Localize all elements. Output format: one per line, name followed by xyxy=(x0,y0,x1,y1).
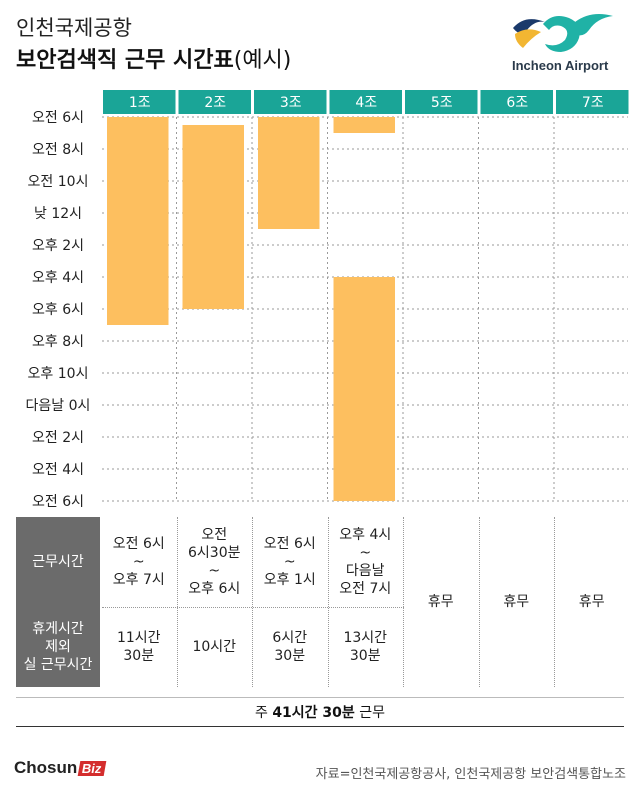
table-column-separator xyxy=(327,517,329,687)
table-column-separator xyxy=(176,517,178,687)
team-header-label: 5조 xyxy=(431,95,453,111)
title-main: 보안검색직 근무 시간표 xyxy=(16,48,234,73)
y-tick-label: 오전 4시 xyxy=(32,462,84,478)
table-column-separator xyxy=(403,517,404,687)
logo-text: Incheon Airport xyxy=(512,58,609,73)
team-header-4 xyxy=(329,90,402,114)
y-tick-label: 오전 2시 xyxy=(32,430,84,446)
team-header-2 xyxy=(178,90,251,114)
y-tick-label: 오후 10시 xyxy=(28,366,89,382)
title-line1: 인천국제공항 xyxy=(16,16,132,40)
shift-bar-team-4-seg-2 xyxy=(333,277,395,501)
shift-bar-team-3-seg-1 xyxy=(258,117,320,229)
shift-bar-team-4-seg-1 xyxy=(333,117,395,133)
rest-day-cell-6: 휴무 xyxy=(503,594,530,610)
y-tick-label: 오후 6시 xyxy=(32,302,84,318)
logo-swoosh-teal xyxy=(543,16,580,52)
table-column-separator xyxy=(252,517,253,687)
team-header-label: 1조 xyxy=(129,95,151,111)
shift-bar-team-2-seg-1 xyxy=(182,125,244,309)
y-tick-label: 오후 2시 xyxy=(32,238,84,254)
y-tick-label: 오후 4시 xyxy=(32,270,84,286)
shift-bar-team-1-seg-1 xyxy=(107,117,169,325)
brand-logo: Chosun Biz xyxy=(14,758,107,778)
brand-main: Chosun xyxy=(14,758,78,777)
y-tick-label: 오전 6시 xyxy=(32,494,84,510)
rest-day-cell-5: 휴무 xyxy=(427,594,454,610)
table-column-separator xyxy=(554,517,555,687)
brand-biz: Biz xyxy=(77,761,107,776)
y-tick-label: 오전 10시 xyxy=(28,174,89,190)
total-value: 41시간 30분 xyxy=(272,705,355,721)
total-suffix: 근무 xyxy=(354,705,386,721)
actual-hours-cell-3: 6시간 30분 xyxy=(272,630,308,664)
y-tick-label: 오후 8시 xyxy=(32,334,84,350)
chart-title: 보안검색직 근무 시간표(예시) xyxy=(16,42,291,74)
work-time-cell-4: 오후 4시 ~ 다음날 오전 7시 xyxy=(339,527,392,597)
y-tick-label: 다음날 0시 xyxy=(26,398,91,414)
row-label-actual-hours: 휴게시간 제외 실 근무시간 xyxy=(16,607,100,687)
team-header-3 xyxy=(254,90,327,114)
total-prefix: 주 xyxy=(254,705,273,721)
team-header-5 xyxy=(405,90,478,114)
team-header-label: 3조 xyxy=(280,95,302,111)
actual-hours-cell-2: 10시간 xyxy=(192,639,237,655)
work-time-cell-2: 오전 6시30분 ~ 오후 6시 xyxy=(188,527,241,597)
work-time-cell-1: 오전 6시 ~ 오후 7시 xyxy=(112,536,165,588)
team-header-6 xyxy=(480,90,553,114)
incheon-airport-logo xyxy=(513,14,613,52)
actual-hours-cell-4: 13시간 30분 xyxy=(343,630,388,664)
shift-table: 근무시간 휴게시간 제외 실 근무시간 오전 6시 ~ 오후 7시 11시간 30… xyxy=(16,517,624,723)
work-time-cell-3: 오전 6시 ~ 오후 1시 xyxy=(263,536,316,588)
row-label-work-time: 근무시간 xyxy=(16,517,100,607)
weekly-total: 주 41시간 30분 근무 xyxy=(16,697,624,727)
team-header-label: 6조 xyxy=(506,95,528,111)
rest-day-cell-7: 휴무 xyxy=(578,594,605,610)
title-suffix: (예시) xyxy=(233,48,292,73)
y-tick-label: 오전 6시 xyxy=(32,110,84,126)
team-header-label: 7조 xyxy=(582,95,604,111)
team-header-label: 2조 xyxy=(204,95,226,111)
team-header-label: 4조 xyxy=(355,95,377,111)
actual-hours-cell-1: 11시간 30분 xyxy=(116,630,161,664)
logo-swoosh-teal-2 xyxy=(575,14,613,36)
logo-swoosh-gold xyxy=(515,29,541,48)
y-tick-label: 오전 8시 xyxy=(32,142,84,158)
logo-swoosh-navy xyxy=(513,19,545,34)
y-tick-label: 낮 12시 xyxy=(34,206,82,222)
source-note: 자료=인천국제공항공사, 인천국제공항 보안검색통합노조 xyxy=(315,767,626,782)
team-header-1 xyxy=(103,90,176,114)
table-row-separator xyxy=(102,607,404,608)
table-column-separator xyxy=(478,517,480,687)
team-header-7 xyxy=(556,90,629,114)
